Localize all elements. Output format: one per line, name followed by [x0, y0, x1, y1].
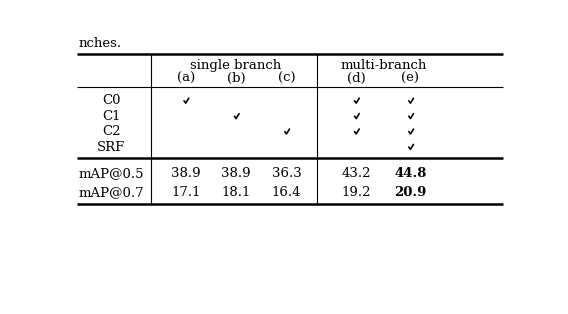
Text: mAP@0.5: mAP@0.5: [78, 167, 144, 180]
Text: 43.2: 43.2: [341, 167, 371, 180]
Text: (e): (e): [402, 72, 419, 85]
Text: 18.1: 18.1: [222, 186, 250, 199]
Text: 17.1: 17.1: [171, 186, 201, 199]
Text: C0: C0: [102, 94, 120, 107]
Text: multi-branch: multi-branch: [340, 59, 427, 72]
Text: (c): (c): [278, 72, 295, 85]
Text: 20.9: 20.9: [394, 186, 427, 199]
Text: C2: C2: [102, 125, 120, 138]
Text: SRF: SRF: [97, 141, 126, 154]
Text: 38.9: 38.9: [171, 167, 201, 180]
Text: 19.2: 19.2: [341, 186, 371, 199]
Text: 16.4: 16.4: [272, 186, 301, 199]
Text: mAP@0.7: mAP@0.7: [78, 186, 144, 199]
Text: (d): (d): [347, 72, 366, 85]
Text: C1: C1: [102, 110, 120, 123]
Text: 44.8: 44.8: [394, 167, 427, 180]
Text: 36.3: 36.3: [272, 167, 302, 180]
Text: (b): (b): [227, 72, 245, 85]
Text: 38.9: 38.9: [222, 167, 251, 180]
Text: nches.: nches.: [79, 37, 122, 50]
Text: (a): (a): [177, 72, 195, 85]
Text: single branch: single branch: [190, 59, 282, 72]
